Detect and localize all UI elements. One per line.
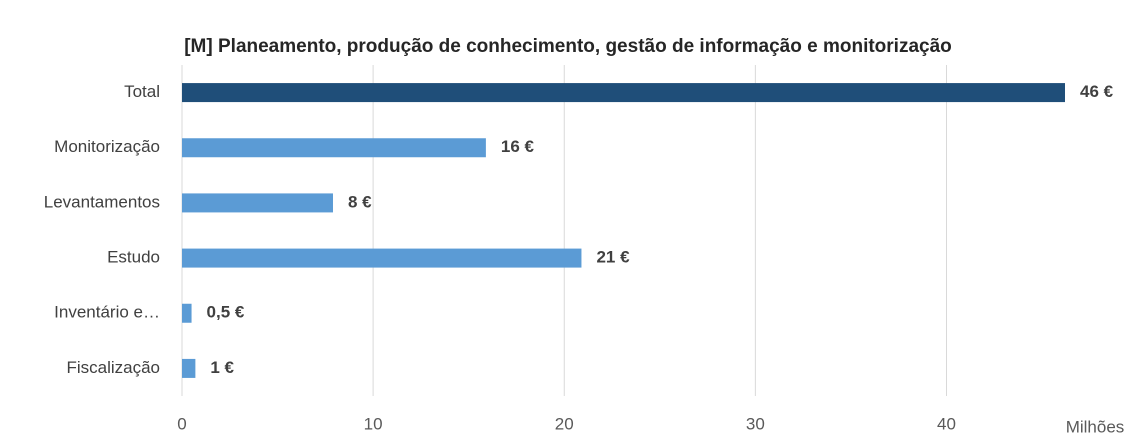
y-tick-label: Monitorização — [54, 137, 160, 156]
x-tick-label: 0 — [177, 414, 186, 433]
chart-title: [M] Planeamento, produção de conheciment… — [184, 36, 952, 57]
bar — [182, 138, 486, 158]
bar — [182, 303, 192, 323]
x-unit-label: Milhões — [1066, 417, 1125, 434]
bar — [182, 193, 333, 213]
value-label: 16 € — [501, 137, 535, 156]
bar — [182, 248, 582, 268]
x-tick-label: 20 — [555, 414, 574, 433]
value-label: 8 € — [348, 192, 372, 211]
y-tick-label: Total — [124, 82, 160, 101]
y-tick-label: Estudo — [107, 248, 160, 267]
x-tick-label: 10 — [364, 414, 383, 433]
x-tick-label: 40 — [937, 414, 956, 433]
y-tick-label: Fiscalização — [66, 358, 160, 377]
value-label: 0,5 € — [207, 303, 245, 322]
value-label: 1 € — [210, 358, 234, 377]
value-label: 21 € — [596, 248, 630, 267]
y-tick-label: Inventário e… — [54, 303, 160, 322]
bar — [182, 358, 196, 378]
y-tick-label: Levantamentos — [44, 192, 160, 211]
x-tick-label: 30 — [746, 414, 765, 433]
value-label: 46 € — [1080, 82, 1114, 101]
bar — [182, 83, 1065, 103]
